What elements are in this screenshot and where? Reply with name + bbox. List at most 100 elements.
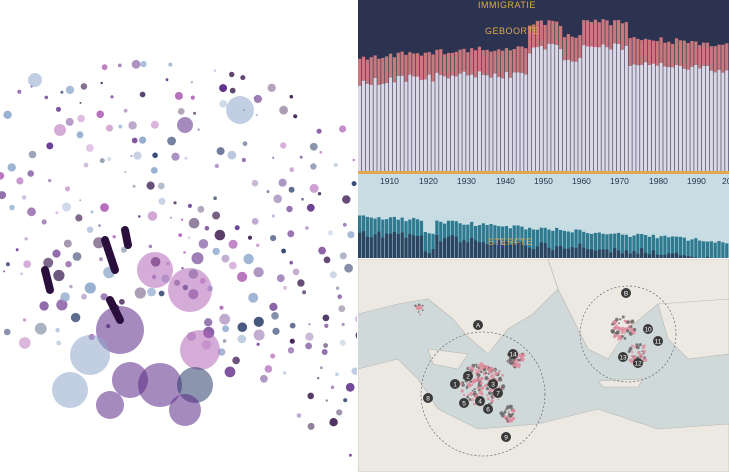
incident-dot [487,368,492,373]
population-bar [543,49,547,172]
death-bar [624,234,628,258]
birth-bar [690,41,694,67]
bubble [9,204,15,211]
incident-dot [460,389,464,393]
population-bar [481,74,485,172]
birth-bar [663,42,667,67]
population-bar [555,45,559,172]
death-bar [485,225,489,258]
death-dark-bar [392,231,397,258]
bubble [197,128,200,131]
death-dark-bar [454,236,458,258]
birth-bar [566,34,570,60]
bubble [90,210,94,214]
bubble [296,413,302,418]
death-dark-bar [620,253,625,258]
incident-dot [628,324,631,328]
bubble [198,239,209,249]
incident-dot [508,410,510,413]
death-bar [701,241,706,258]
bubble [348,453,352,457]
year-tick-1960: 1960 [572,176,591,186]
death-bar [663,235,667,258]
bubble [134,287,146,299]
population-bar [589,46,594,172]
death-dark-bar [439,241,443,258]
dark-stroke [121,226,132,249]
large-bubble [168,268,212,312]
birth-bar [620,23,625,50]
population-bar [690,66,694,172]
bubble [187,236,191,240]
population-bar [408,74,412,172]
bubble [281,248,286,254]
incident-dot [474,368,477,371]
incident-dot [473,378,478,383]
bubble [253,94,262,104]
population-bar [500,78,505,172]
population-chart-panel: IMMIGRATIE GEBOORTE STERFTE 1910 1920 19… [358,0,729,258]
incident-dot [477,364,482,368]
death-dark-bar [589,249,594,258]
bubble [99,257,103,262]
population-bar [647,65,652,172]
incident-dot [492,368,495,371]
bubble [20,272,23,276]
birth-bar [705,42,710,66]
birth-bar [520,46,524,73]
population-bar [586,46,590,172]
death-dark-bar [450,235,455,258]
bubble [351,367,357,375]
incident-dot [511,408,516,413]
incident-dot [468,398,472,401]
incident-dot [620,328,624,333]
bubble [76,131,84,139]
population-bar [620,49,625,173]
population-bar [701,65,706,172]
bubble [270,235,277,242]
bubble [306,203,315,212]
birth-bar [396,52,400,76]
death-dark-bar [647,254,652,258]
death-dark-bar [435,235,439,258]
population-stacked-bars [358,19,729,258]
map-marker-label: B [624,291,628,298]
death-bar [647,236,652,258]
population-bar [365,83,369,172]
population-bar [477,71,482,172]
bubble [272,156,275,159]
death-label: STERFTE [488,237,533,247]
dark-stroke [101,236,119,274]
bubble [228,239,238,249]
bubble [260,374,268,383]
death-dark-bar [640,248,644,258]
bubble [79,101,82,104]
bubble [86,226,94,233]
incident-dot [493,371,498,376]
bubble [337,294,343,300]
death-dark-bar [396,234,400,258]
birth-bar [412,53,416,77]
birth-bar [678,40,683,66]
time-axis [358,171,729,174]
map-marker [508,349,518,359]
bubble [219,313,231,325]
birth-bar [628,38,632,66]
birth-bar [524,48,528,75]
population-bar [535,47,540,172]
population-bar [597,47,601,173]
death-bar [667,237,671,258]
death-bar [725,243,729,258]
bubble [305,342,312,350]
bubble [39,301,49,311]
incident-dot [501,373,505,377]
bubble [278,178,287,187]
incident-dot [470,367,475,372]
birth-bar [423,52,427,80]
death-dark-bar [593,250,597,258]
birth-bar [373,55,377,78]
death-bar [458,223,462,258]
bubble [219,84,228,93]
death-bar [628,236,632,258]
bubble [100,203,109,212]
